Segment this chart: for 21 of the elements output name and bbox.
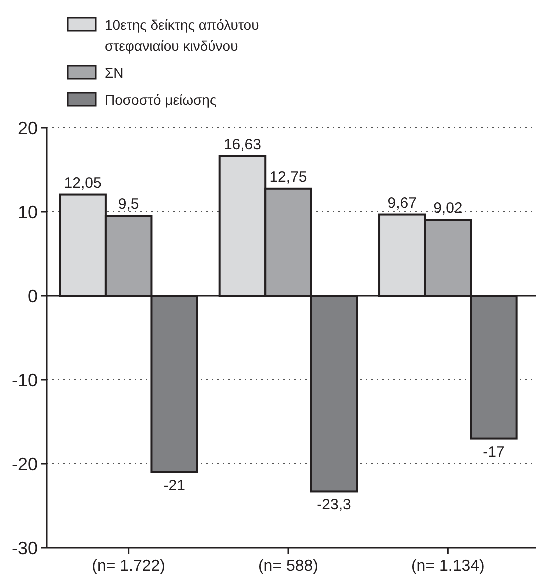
data-label: -17 <box>483 444 505 461</box>
y-tick-label: 20 <box>18 118 38 138</box>
y-tick-label: 0 <box>28 286 38 306</box>
legend-label: 10ετης δείκτης απόλυτου στεφανιαίου κινδύνου <box>105 17 260 54</box>
data-label: 9,67 <box>388 194 417 212</box>
data-label: -23,3 <box>317 496 352 514</box>
y-tick-label: -30 <box>12 538 38 558</box>
y-tick-label: -20 <box>12 454 38 474</box>
x-tick-label: (n= 588) <box>258 558 319 575</box>
legend-label: Ποσοστό μείωσης <box>105 92 217 108</box>
data-label: 9,5 <box>118 196 140 214</box>
data-label: 12,75 <box>270 168 308 186</box>
legend-label: ΣΝ <box>105 65 124 81</box>
data-label: 16,63 <box>224 136 262 154</box>
data-label: 9,02 <box>434 200 463 218</box>
y-tick-label: -10 <box>12 370 38 390</box>
x-tick-label: (n= 1.722) <box>92 558 166 575</box>
data-label: 12,05 <box>64 174 102 192</box>
data-label: -21 <box>164 477 186 494</box>
y-tick-label: 10 <box>18 202 38 222</box>
x-tick-label: (n= 1.134) <box>411 558 485 575</box>
